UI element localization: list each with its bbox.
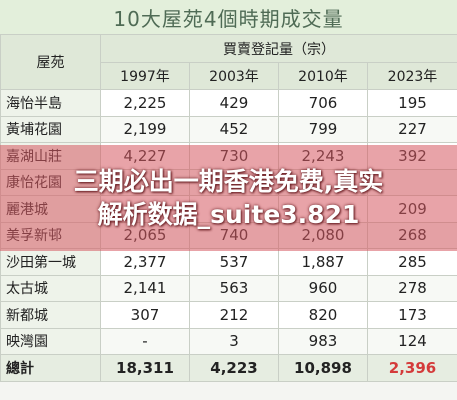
- volume-cell: 799: [278, 115, 368, 143]
- banner-line-1: 三期必出一期香港免费,真实: [73, 167, 384, 196]
- volume-cell: 820: [278, 301, 368, 329]
- volume-cell: 563: [189, 274, 279, 302]
- volume-cell: 2,141: [100, 274, 190, 302]
- estate-name: 太古城: [0, 274, 101, 302]
- total-cell: 10,898: [278, 354, 368, 382]
- estate-column-header: 屋苑: [0, 34, 101, 90]
- volume-cell: -: [100, 327, 190, 355]
- volume-cell: 278: [367, 274, 457, 302]
- total-row: 總計 18,311 4,223 10,898 2,396: [0, 354, 457, 382]
- table-row: 太古城 2,141 563 960 278: [0, 274, 457, 302]
- total-cell: 4,223: [189, 354, 279, 382]
- volume-cell: 2,225: [100, 89, 190, 117]
- year-header: 2010年: [278, 62, 368, 90]
- volume-cell: 2,199: [100, 115, 190, 143]
- volume-cell: 212: [189, 301, 279, 329]
- table-title: 10大屋苑4個時期成交量: [0, 0, 457, 34]
- volume-cell: 537: [189, 248, 279, 276]
- volume-cell: 452: [189, 115, 279, 143]
- table-row: 映灣園 -3 983 124: [0, 327, 457, 355]
- volume-cell: 706: [278, 89, 368, 117]
- volume-cell: 983: [278, 327, 368, 355]
- volume-cell: 195: [367, 89, 457, 117]
- banner-line-2: 解析数据_suite3.821: [97, 200, 360, 229]
- estate-name: 海怡半島: [0, 89, 101, 117]
- volume-cell: 285: [367, 248, 457, 276]
- volume-cell: 124: [367, 327, 457, 355]
- volume-cell: 227: [367, 115, 457, 143]
- volume-cell: 2,377: [100, 248, 190, 276]
- table-row: 新都城 307 212 820 173: [0, 301, 457, 329]
- volume-cell: 173: [367, 301, 457, 329]
- volume-cell: 429: [189, 89, 279, 117]
- table-row: 黃埔花園 2,199 452 799 227: [0, 115, 457, 143]
- volume-cell: 307: [100, 301, 190, 329]
- estate-name: 沙田第一城: [0, 248, 101, 276]
- table-row: 沙田第一城 2,377 537 1,887 285: [0, 248, 457, 276]
- total-cell: 2,396: [367, 354, 457, 382]
- estate-name: 黃埔花園: [0, 115, 101, 143]
- total-cell: 18,311: [100, 354, 190, 382]
- year-header: 2003年: [189, 62, 279, 90]
- volume-cell: 3: [189, 327, 279, 355]
- estate-name: 映灣園: [0, 327, 101, 355]
- volume-cell: 960: [278, 274, 368, 302]
- estate-name: 新都城: [0, 301, 101, 329]
- watermark-banner: 三期必出一期香港免费,真实 解析数据_suite3.821: [0, 145, 457, 251]
- registration-volume-header: 買賣登記量（宗）: [100, 34, 457, 63]
- year-header: 1997年: [100, 62, 190, 90]
- total-label: 總計: [0, 354, 101, 382]
- volume-cell: 1,887: [278, 248, 368, 276]
- year-header: 2023年: [367, 62, 457, 90]
- table-row: 海怡半島 2,225 429 706 195: [0, 89, 457, 117]
